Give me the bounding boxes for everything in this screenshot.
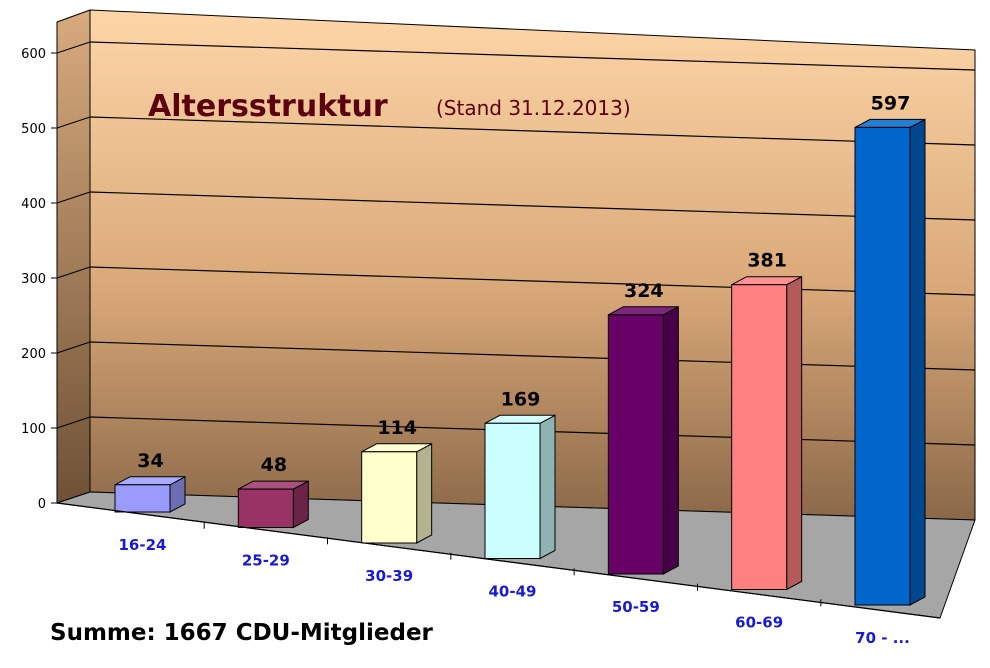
x-tick-label: 70 - ...	[855, 629, 910, 647]
y-tick-label: 500	[21, 122, 46, 137]
bar-25-29	[237, 480, 309, 529]
y-tick-label: 300	[21, 272, 46, 287]
x-tick-label: 60-69	[735, 614, 783, 632]
bar-60-69	[731, 275, 803, 591]
bar-side-face	[416, 442, 433, 544]
bar-50-59	[607, 305, 679, 575]
bar-side-face	[786, 275, 803, 591]
data-label: 34	[137, 450, 163, 472]
gridline	[89, 341, 976, 371]
bar-70	[854, 118, 926, 606]
bar-40-49	[484, 414, 556, 560]
bar-front-face	[237, 488, 294, 529]
bar-side-face	[539, 414, 556, 560]
y-tick-label: 200	[21, 347, 46, 362]
data-label: 114	[377, 417, 417, 439]
chart-subtitle: (Stand 31.12.2013)	[436, 96, 631, 120]
gridline-side	[56, 341, 91, 354]
gridline-side	[56, 266, 91, 279]
member-sum-label: Summe: 1667 CDU-Mitglieder	[50, 620, 434, 646]
gridline	[89, 266, 976, 296]
gridline	[89, 191, 976, 221]
gridline-side	[56, 116, 91, 129]
y-tick-label: 600	[21, 47, 46, 62]
gridline	[89, 41, 976, 71]
data-label: 169	[501, 388, 541, 410]
gridline-side	[56, 191, 91, 204]
gridline	[89, 116, 976, 146]
x-tick-label: 30-39	[365, 567, 413, 585]
data-label: 324	[624, 280, 664, 302]
bar-front-face	[731, 284, 788, 590]
bar-front-face	[607, 314, 664, 575]
y-tick-label: 100	[21, 422, 46, 437]
chart-side-wall	[56, 9, 91, 504]
bar-16-24	[114, 475, 186, 513]
data-label: 381	[747, 250, 787, 272]
data-label: 597	[871, 92, 911, 114]
bar-front-face	[114, 484, 171, 513]
x-axis-line	[56, 502, 941, 619]
chart-title: Altersstruktur	[148, 89, 388, 124]
x-tick-label: 50-59	[612, 598, 660, 616]
x-tick-label: 25-29	[242, 552, 290, 570]
gridline-side	[56, 41, 91, 54]
bar-front-face	[854, 126, 911, 606]
bar-front-face	[484, 422, 541, 559]
x-tick-label: 16-24	[119, 536, 167, 554]
bar-side-face	[662, 305, 679, 575]
gridline-side	[56, 416, 91, 429]
bar-front-face	[361, 451, 418, 544]
y-tick-label: 400	[21, 197, 46, 212]
x-tick-label: 40-49	[489, 583, 537, 601]
bar-30-39	[361, 442, 433, 544]
data-label: 48	[261, 454, 287, 476]
bar-side-face	[909, 118, 926, 606]
y-tick-label: 0	[38, 497, 46, 512]
